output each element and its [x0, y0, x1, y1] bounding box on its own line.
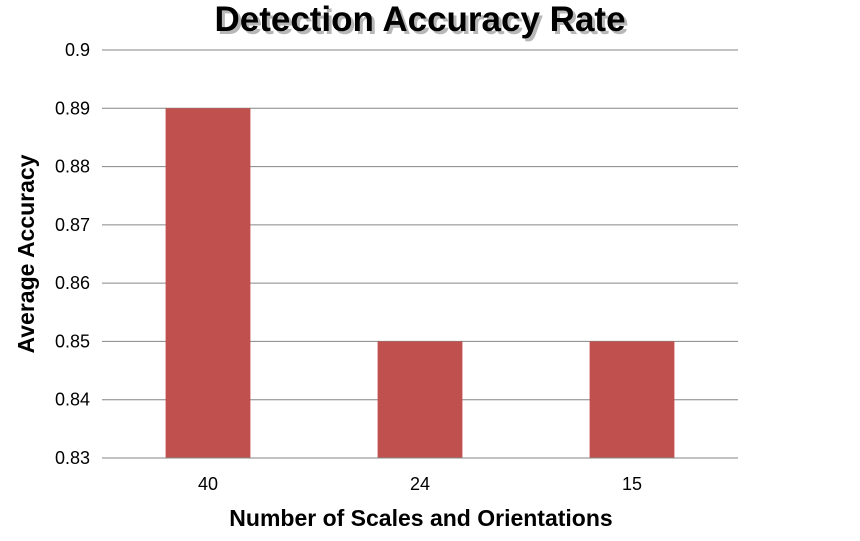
x-tick-label: 24 — [410, 474, 430, 494]
y-tick-label: 0.83 — [55, 448, 90, 468]
x-axis-ticks: 40 24 15 — [198, 474, 642, 494]
y-tick-label: 0.9 — [65, 40, 90, 60]
bar-40 — [166, 108, 251, 458]
y-tick-label: 0.85 — [55, 331, 90, 351]
x-tick-label: 15 — [622, 474, 642, 494]
y-tick-label: 0.88 — [55, 157, 90, 177]
chart-title: Detection Accuracy Rate — [214, 0, 625, 39]
y-axis-ticks: 0.83 0.84 0.85 0.86 0.87 0.88 0.89 0.9 — [55, 40, 90, 468]
y-tick-label: 0.84 — [55, 390, 90, 410]
x-tick-label: 40 — [198, 474, 218, 494]
bar-15 — [590, 341, 675, 458]
x-axis-title: Number of Scales and Orientations — [229, 505, 612, 531]
y-tick-label: 0.86 — [55, 273, 90, 293]
y-tick-label: 0.87 — [55, 215, 90, 235]
y-axis-title: Average Accuracy — [13, 154, 39, 353]
y-tick-label: 0.89 — [55, 98, 90, 118]
bar-24 — [378, 341, 463, 458]
